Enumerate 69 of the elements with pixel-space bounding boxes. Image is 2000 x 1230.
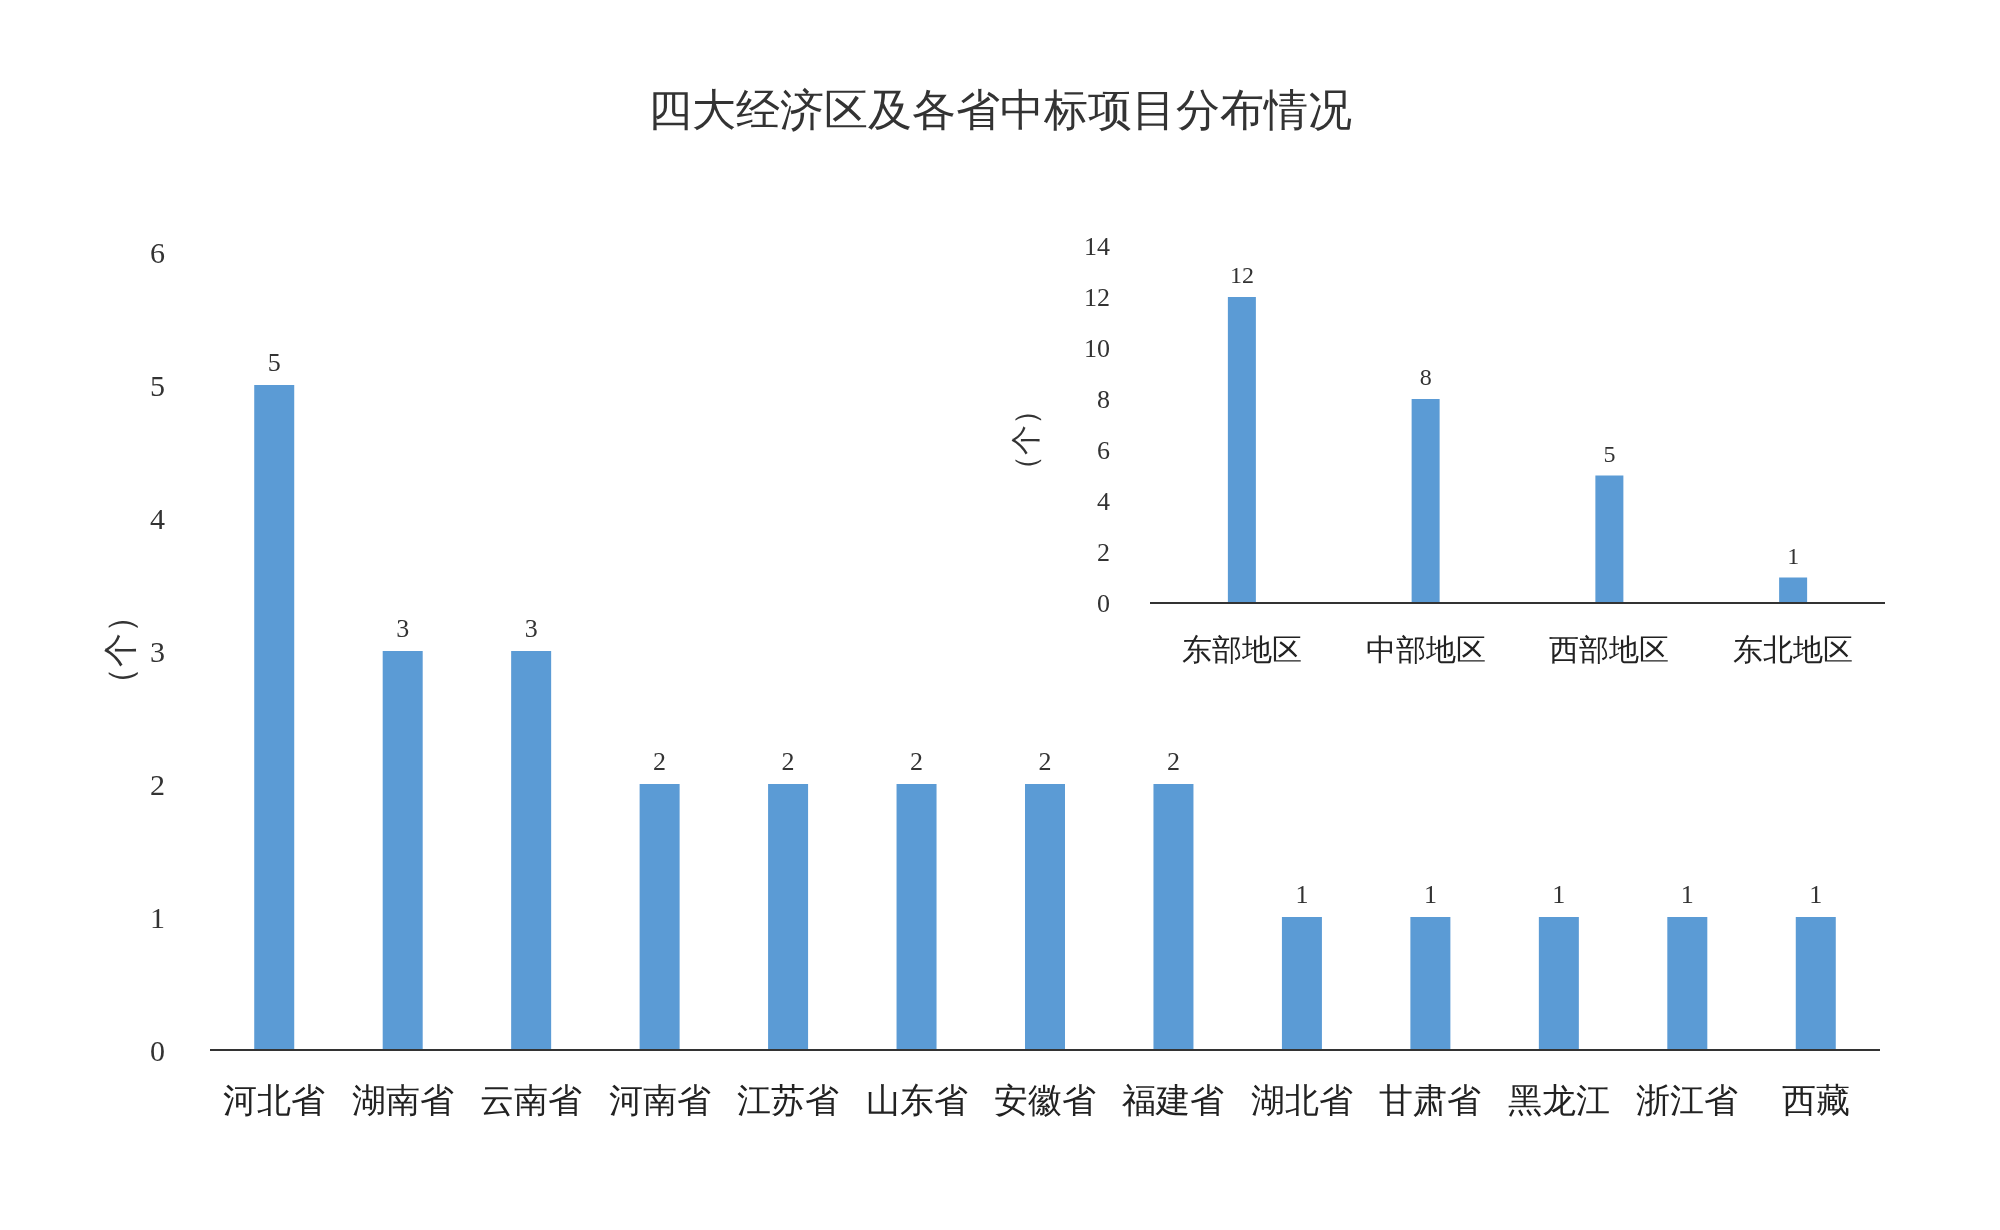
data-label: 1 [1295, 880, 1309, 909]
y-tick-label: 3 [150, 634, 165, 668]
x-tick-label: 福建省 [1122, 1080, 1225, 1120]
y-tick-label: 2 [150, 767, 165, 801]
y-tick-label: 5 [150, 368, 165, 402]
x-tick-label: 河北省 [223, 1080, 326, 1120]
y-tick-label: 12 [1084, 282, 1110, 312]
bar [1795, 917, 1836, 1050]
x-tick-label: 云南省 [480, 1080, 583, 1120]
data-label: 1 [1552, 880, 1566, 909]
bar [1779, 577, 1808, 603]
data-label: 1 [1787, 542, 1800, 569]
y-axis-title: （个） [1007, 395, 1043, 485]
y-tick-label: 6 [150, 235, 165, 269]
bar [639, 784, 680, 1050]
data-label: 2 [1038, 747, 1052, 776]
y-tick-label: 14 [1084, 231, 1110, 261]
data-label: 2 [1166, 747, 1180, 776]
data-label: 3 [524, 614, 538, 643]
y-tick-label: 8 [1097, 384, 1110, 414]
bar [511, 651, 552, 1050]
data-label: 3 [396, 614, 410, 643]
x-tick-label: 山东省 [865, 1080, 968, 1120]
bar [1667, 917, 1708, 1050]
bar [896, 784, 937, 1050]
bar [768, 784, 809, 1050]
data-label: 2 [781, 747, 795, 776]
x-tick-label: 湖南省 [351, 1080, 454, 1120]
bar [1153, 784, 1194, 1050]
data-label: 1 [1809, 880, 1823, 909]
x-tick-label: 西部地区 [1549, 632, 1670, 667]
y-axis-title: （个） [100, 599, 140, 701]
data-label: 8 [1419, 364, 1432, 390]
x-tick-label: 黑龙江 [1507, 1080, 1610, 1120]
x-tick-label: 甘肃省 [1379, 1080, 1482, 1120]
data-label: 2 [653, 747, 667, 776]
y-tick-label: 10 [1084, 333, 1110, 363]
data-label: 5 [1603, 440, 1616, 467]
chart-title: 四大经济区及各省中标项目分布情况 [648, 84, 1352, 135]
bar [254, 385, 295, 1050]
x-tick-label: 东部地区 [1181, 632, 1302, 667]
y-tick-label: 2 [1097, 537, 1110, 567]
bar [1025, 784, 1065, 1050]
data-label: 12 [1229, 262, 1254, 288]
x-tick-label: 中部地区 [1365, 632, 1486, 667]
y-tick-label: 1 [150, 900, 165, 934]
bar [1410, 917, 1451, 1050]
data-label: 5 [267, 348, 281, 377]
x-tick-label: 浙江省 [1636, 1080, 1739, 1120]
y-tick-label: 4 [1097, 486, 1110, 516]
x-tick-label: 河南省 [608, 1080, 711, 1120]
bar [1538, 917, 1579, 1050]
bar [1595, 475, 1624, 603]
data-label: 1 [1423, 880, 1437, 909]
y-tick-label: 0 [1097, 588, 1110, 618]
y-tick-label: 4 [150, 501, 165, 535]
bar [1411, 399, 1440, 603]
x-tick-label: 西藏 [1781, 1080, 1850, 1120]
data-label: 2 [910, 747, 924, 776]
data-label: 1 [1680, 880, 1694, 909]
x-tick-label: 安徽省 [994, 1080, 1096, 1120]
bar [1281, 917, 1322, 1050]
x-tick-label: 东北地区 [1733, 632, 1854, 667]
y-tick-label: 0 [150, 1033, 165, 1067]
y-tick-label: 6 [1097, 435, 1110, 465]
x-tick-label: 江苏省 [737, 1080, 840, 1120]
bar [1227, 297, 1256, 603]
x-tick-label: 湖北省 [1250, 1080, 1353, 1120]
bar [382, 651, 423, 1050]
